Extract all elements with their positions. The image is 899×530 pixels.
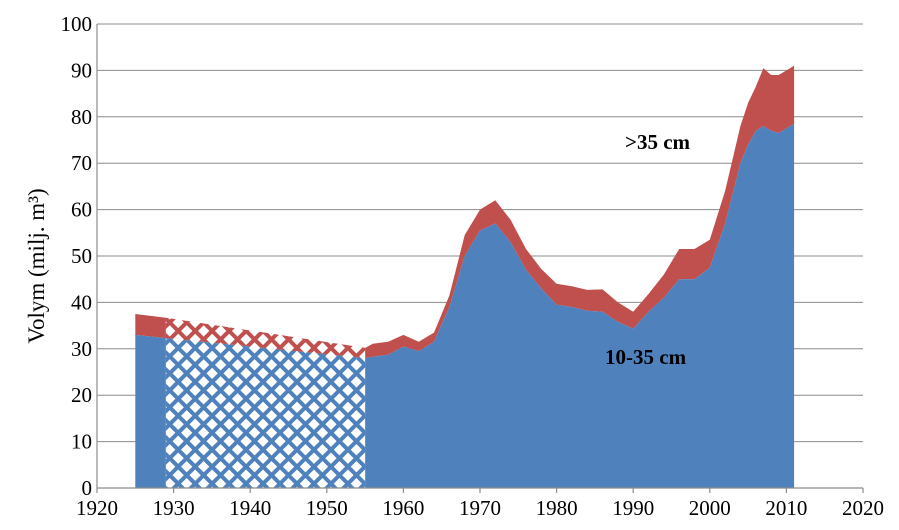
x-tick-labels: 1920 1930 1940 1950 1960 1970 1980 1990 2000 2010… [76,488,884,520]
x-tick-label: 1920 [76,496,118,520]
y-tick-label: 20 [71,383,92,407]
y-tick-label: 0 [82,476,93,500]
area-layer [135,65,795,489]
y-tick-label: 50 [71,244,92,268]
missing-data-hatch-large [165,317,366,359]
y-tick-label: 100 [61,12,93,36]
x-tick-label: 1990 [612,496,654,520]
series-area-small [135,123,795,489]
y-tick-label: 80 [71,105,92,129]
y-tick-label: 60 [71,198,92,222]
x-tick-label: 1970 [459,496,501,520]
y-tick-label: 90 [71,58,92,82]
x-tick-label: 1950 [306,496,348,520]
x-tick-label: 1940 [229,496,271,520]
annotation-small: 10-35 cm [605,345,687,369]
x-tick-label: 1980 [536,496,578,520]
x-tick-label: 1930 [153,496,195,520]
x-tick-label: 2000 [689,496,731,520]
y-tick-label: 70 [71,151,92,175]
x-tick-label: 2020 [842,496,884,520]
y-axis-title: Volym (milj. m³) [24,188,49,343]
y-tick-labels: 0 10 20 30 40 50 60 70 80 90 100 [61,12,93,500]
x-tick-label: 2010 [765,496,807,520]
y-tick-label: 30 [71,337,92,361]
y-tick-label: 40 [71,290,92,314]
y-tick-label: 10 [71,430,92,454]
annotation-large: >35 cm [625,130,691,154]
x-tick-label: 1960 [382,496,424,520]
missing-data-hatch-small [165,338,366,488]
